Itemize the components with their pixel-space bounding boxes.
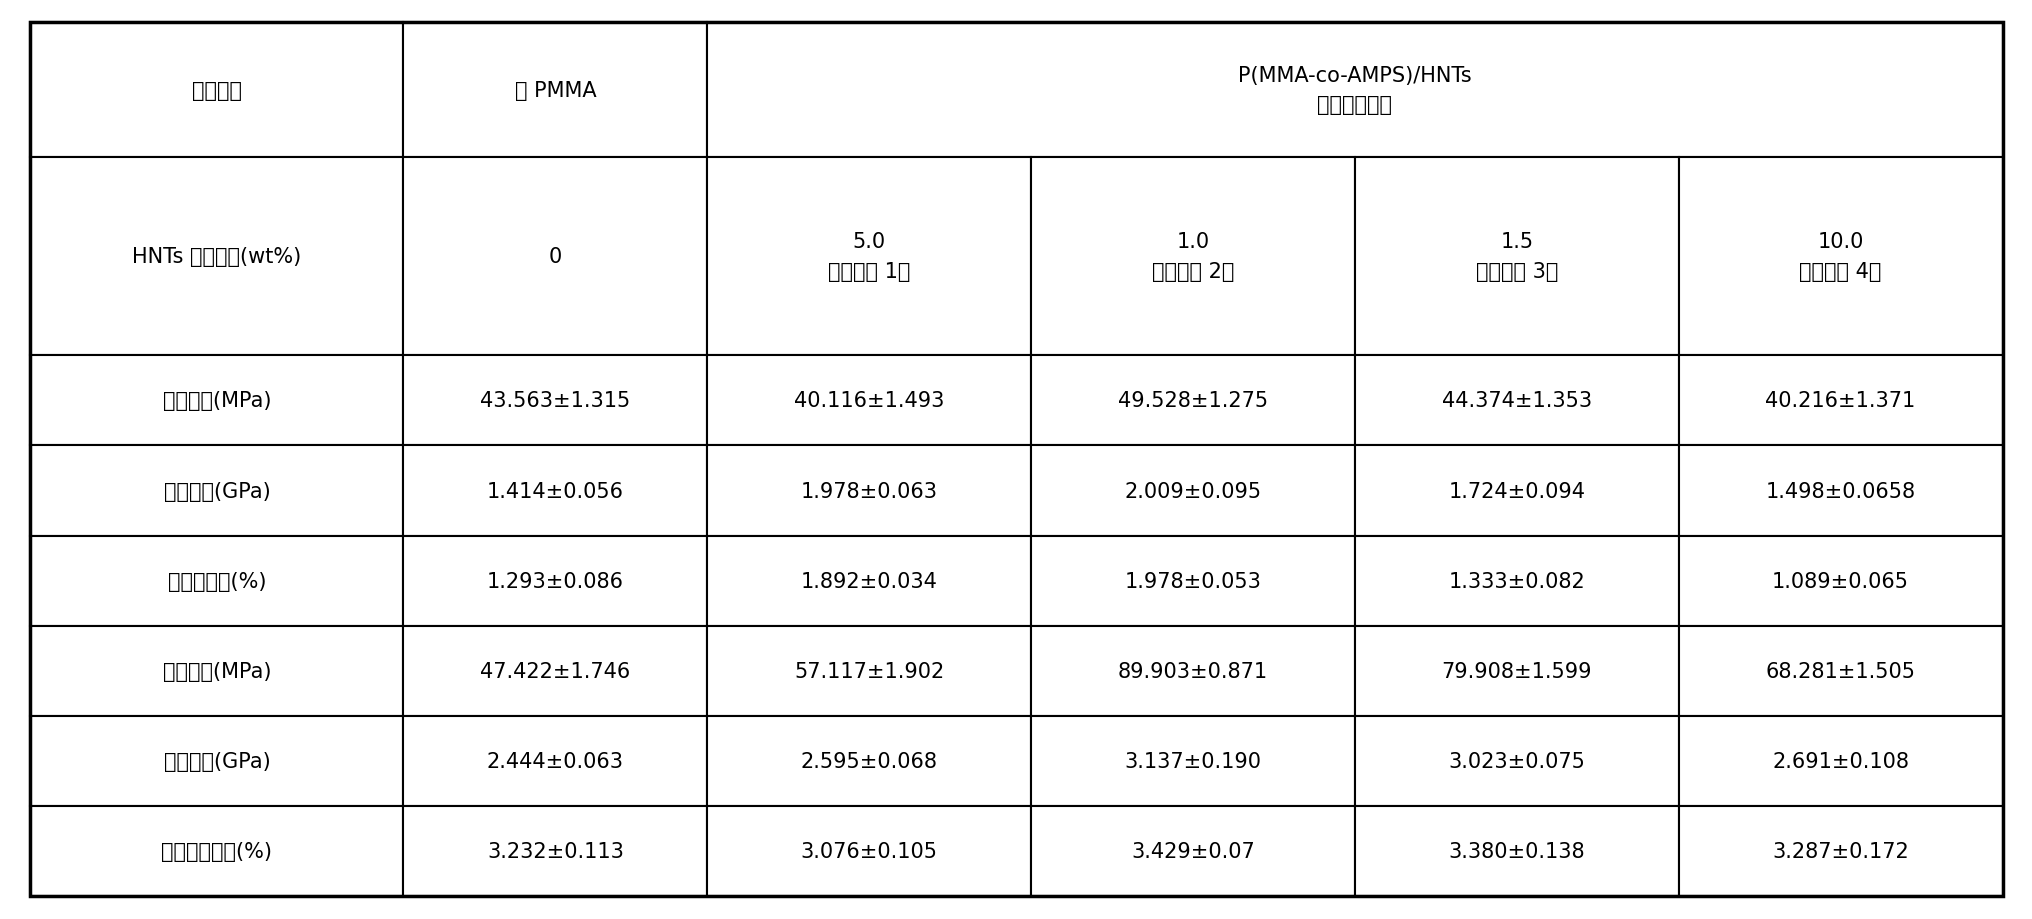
Bar — [402, 806, 707, 896]
Text: 1.089±0.065: 1.089±0.065 — [1772, 571, 1908, 591]
Text: HNTs 添加比例(wt%): HNTs 添加比例(wt%) — [132, 247, 301, 267]
Bar — [1030, 536, 1353, 626]
Bar — [30, 446, 402, 536]
Bar — [1678, 716, 2002, 806]
Text: 弯曲模量(GPa): 弯曲模量(GPa) — [163, 751, 270, 771]
Text: 57.117±1.902: 57.117±1.902 — [795, 661, 945, 681]
Text: 2.009±0.095: 2.009±0.095 — [1124, 481, 1262, 501]
Bar — [30, 536, 402, 626]
Bar — [402, 626, 707, 716]
Bar — [1030, 806, 1353, 896]
Text: 1.0
（实施例 2）: 1.0 （实施例 2） — [1152, 233, 1233, 282]
Bar — [1353, 446, 1678, 536]
Text: 1.333±0.082: 1.333±0.082 — [1447, 571, 1585, 591]
Text: 44.374±1.353: 44.374±1.353 — [1441, 391, 1591, 411]
Text: 49.528±1.275: 49.528±1.275 — [1118, 391, 1268, 411]
Bar — [707, 806, 1030, 896]
Text: 1.498±0.0658: 1.498±0.0658 — [1764, 481, 1914, 501]
Bar — [1353, 626, 1678, 716]
Text: 1.414±0.056: 1.414±0.056 — [486, 481, 624, 501]
Bar — [1030, 356, 1353, 446]
Bar — [402, 356, 707, 446]
Bar — [1678, 536, 2002, 626]
Bar — [1353, 806, 1678, 896]
Text: 40.216±1.371: 40.216±1.371 — [1764, 391, 1914, 411]
Text: 1.978±0.053: 1.978±0.053 — [1124, 571, 1262, 591]
Text: 纯 PMMA: 纯 PMMA — [514, 81, 595, 100]
Text: 3.023±0.075: 3.023±0.075 — [1447, 751, 1585, 771]
Bar — [707, 356, 1030, 446]
Text: 1.978±0.063: 1.978±0.063 — [801, 481, 937, 501]
Bar — [707, 158, 1030, 356]
Bar — [1030, 446, 1353, 536]
Text: 杨氏模量(GPa): 杨氏模量(GPa) — [163, 481, 270, 501]
Text: 1.724±0.094: 1.724±0.094 — [1447, 481, 1585, 501]
Text: 2.595±0.068: 2.595±0.068 — [801, 751, 937, 771]
Text: 47.422±1.746: 47.422±1.746 — [480, 661, 630, 681]
Bar — [30, 23, 402, 158]
Text: 43.563±1.315: 43.563±1.315 — [480, 391, 630, 411]
Bar — [707, 536, 1030, 626]
Text: 0: 0 — [549, 247, 561, 267]
Bar — [30, 356, 402, 446]
Text: 材料类型: 材料类型 — [191, 81, 242, 100]
Text: 5.0
（实施例 1）: 5.0 （实施例 1） — [827, 233, 910, 282]
Bar — [1678, 446, 2002, 536]
Bar — [1353, 158, 1678, 356]
Text: 断裂伸长率(%): 断裂伸长率(%) — [167, 571, 266, 591]
Bar — [1678, 626, 2002, 716]
Bar — [402, 716, 707, 806]
Bar — [1030, 158, 1353, 356]
Text: 2.691±0.108: 2.691±0.108 — [1772, 751, 1908, 771]
Bar — [402, 446, 707, 536]
Text: 拉伸强度(MPa): 拉伸强度(MPa) — [163, 391, 270, 411]
Bar — [1353, 356, 1678, 446]
Bar — [1030, 626, 1353, 716]
Text: 3.380±0.138: 3.380±0.138 — [1449, 841, 1585, 861]
Bar — [1678, 158, 2002, 356]
Bar — [1353, 536, 1678, 626]
Text: 89.903±0.871: 89.903±0.871 — [1118, 661, 1268, 681]
Bar — [1030, 716, 1353, 806]
Bar — [707, 716, 1030, 806]
Text: 弯曲强度(MPa): 弯曲强度(MPa) — [163, 661, 270, 681]
Bar — [707, 446, 1030, 536]
Text: 1.5
（实施例 3）: 1.5 （实施例 3） — [1475, 233, 1557, 282]
Text: 2.444±0.063: 2.444±0.063 — [486, 751, 624, 771]
Text: 10.0
（实施例 4）: 10.0 （实施例 4） — [1798, 233, 1882, 282]
Text: 3.429±0.07: 3.429±0.07 — [1130, 841, 1254, 861]
Text: 40.116±1.493: 40.116±1.493 — [795, 391, 945, 411]
Bar — [1678, 356, 2002, 446]
Text: 79.908±1.599: 79.908±1.599 — [1441, 661, 1591, 681]
Text: 3.287±0.172: 3.287±0.172 — [1772, 841, 1908, 861]
Bar — [30, 626, 402, 716]
Text: P(MMA-co-AMPS)/HNTs
纳米复合材料: P(MMA-co-AMPS)/HNTs 纳米复合材料 — [1237, 65, 1471, 115]
Text: 68.281±1.505: 68.281±1.505 — [1764, 661, 1914, 681]
Text: 1.892±0.034: 1.892±0.034 — [801, 571, 937, 591]
Text: 3.076±0.105: 3.076±0.105 — [801, 841, 937, 861]
Bar — [30, 716, 402, 806]
Bar — [1353, 716, 1678, 806]
Bar — [1678, 806, 2002, 896]
Bar — [402, 23, 707, 158]
Text: 断裂弯曲应变(%): 断裂弯曲应变(%) — [161, 841, 272, 861]
Bar — [30, 158, 402, 356]
Bar — [707, 23, 2002, 158]
Bar — [30, 806, 402, 896]
Bar — [707, 626, 1030, 716]
Bar — [402, 536, 707, 626]
Text: 3.232±0.113: 3.232±0.113 — [488, 841, 624, 861]
Text: 3.137±0.190: 3.137±0.190 — [1124, 751, 1262, 771]
Bar — [402, 158, 707, 356]
Text: 1.293±0.086: 1.293±0.086 — [486, 571, 624, 591]
